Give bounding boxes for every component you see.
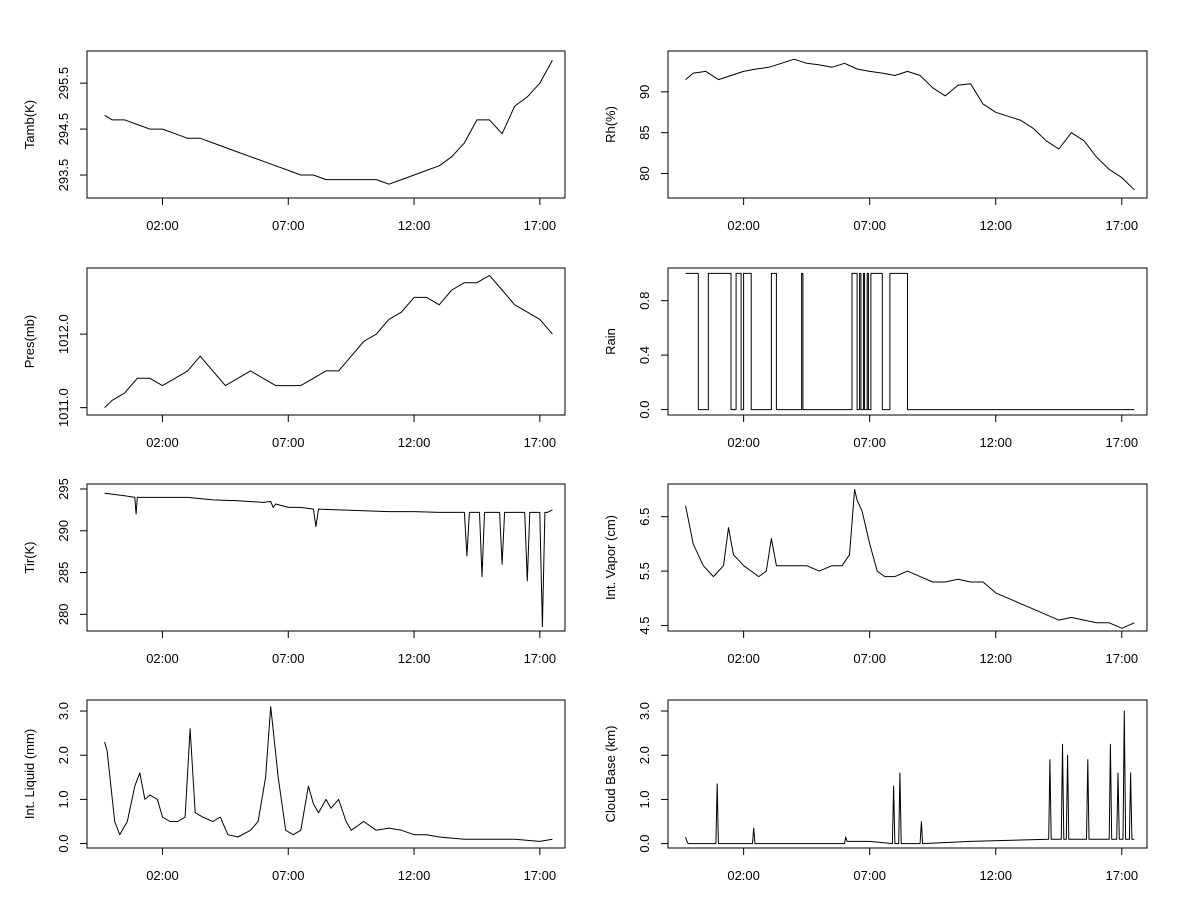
x-tick-label: 07:00 [853, 868, 886, 883]
y-tick-label: 2.0 [56, 746, 71, 764]
x-tick-label: 02:00 [146, 868, 179, 883]
x-tick-label: 12:00 [398, 435, 431, 450]
panels: 02:00 07:00 12:00 17:00 293.5 294.5 295.5 Tamb(… [22, 50, 1148, 883]
y-tick-label: 0.8 [637, 292, 652, 310]
panel-7: 02:00 07:00 12:00 17:00 0.0 1.0 2.0 3.0 Int. Liq… [22, 699, 566, 883]
x-tick-label: 02:00 [146, 435, 179, 450]
plot-frame [86, 699, 566, 849]
panel-3: 02:00 07:00 12:00 17:00 1011.0 1012.0 Pres(mb) [22, 267, 566, 450]
x-tick-label: 02:00 [727, 435, 760, 450]
x-tick-label: 17:00 [524, 435, 557, 450]
x-tick-label: 12:00 [979, 868, 1012, 883]
series-line [685, 272, 1135, 411]
y-tick-label: 290 [56, 520, 71, 542]
panel-8: 02:00 07:00 12:00 17:00 0.0 1.0 2.0 3.0 Cloud Ba… [603, 699, 1148, 883]
y-axis-title: Int. Vapor (cm) [603, 515, 618, 600]
y-tick-label: 1.0 [637, 790, 652, 808]
y-tick-label: 285 [56, 562, 71, 584]
y-tick-label: 2.0 [637, 746, 652, 764]
x-tick-label: 02:00 [146, 218, 179, 233]
panel-1: 02:00 07:00 12:00 17:00 293.5 294.5 295.5 Tamb(… [22, 50, 566, 233]
plot-frame [667, 267, 1148, 416]
x-tick-label: 12:00 [979, 651, 1012, 666]
x-tick-label: 07:00 [853, 651, 886, 666]
y-axis-title: Tamb(K) [22, 100, 37, 149]
y-tick-label: 280 [56, 603, 71, 625]
x-tick-label: 12:00 [398, 651, 431, 666]
y-tick-label: 1.0 [56, 790, 71, 808]
x-tick-label: 02:00 [146, 651, 179, 666]
series-line [685, 58, 1135, 191]
y-tick-label: 90 [637, 85, 652, 99]
y-tick-label: 0.4 [637, 346, 652, 364]
plot-frame [86, 483, 566, 632]
x-tick-label: 12:00 [979, 435, 1012, 450]
x-tick-label: 17:00 [524, 868, 557, 883]
x-tick-label: 02:00 [727, 868, 760, 883]
y-tick-label: 4.5 [637, 617, 652, 635]
x-tick-label: 17:00 [524, 218, 557, 233]
y-tick-label: 6.5 [637, 508, 652, 526]
y-axis-title: Cloud Base (km) [603, 726, 618, 823]
panel-6: 02:00 07:00 12:00 17:00 4.5 5.5 6.5 Int. Vapor … [603, 483, 1148, 666]
x-tick-label: 07:00 [272, 218, 305, 233]
panel-2: 02:00 07:00 12:00 17:00 80 85 90 Rh(%) [603, 50, 1148, 233]
y-axis-title: Pres(mb) [22, 315, 37, 368]
y-tick-label: 1012.0 [56, 314, 71, 354]
y-axis-title: Rain [603, 328, 618, 355]
x-tick-label: 12:00 [398, 218, 431, 233]
x-tick-label: 07:00 [272, 435, 305, 450]
x-tick-label: 07:00 [272, 868, 305, 883]
x-tick-label: 07:00 [853, 435, 886, 450]
plot-frame [667, 699, 1148, 849]
x-tick-label: 17:00 [524, 651, 557, 666]
y-tick-label: 0.0 [637, 835, 652, 853]
y-tick-label: 293.5 [56, 159, 71, 192]
x-tick-label: 17:00 [1106, 868, 1139, 883]
panel-5: 02:00 07:00 12:00 17:00 280 285 290 295 Tir(K) [22, 478, 566, 666]
x-tick-label: 12:00 [979, 218, 1012, 233]
series-line [104, 274, 553, 408]
series-line [685, 710, 1135, 845]
plot-frame [667, 50, 1148, 199]
series-line [104, 59, 553, 185]
plot-frame [86, 50, 566, 199]
y-tick-label: 85 [637, 125, 652, 139]
plot-frame [86, 267, 566, 416]
y-tick-label: 295 [56, 478, 71, 500]
series-line [685, 488, 1135, 629]
y-tick-label: 1011.0 [56, 388, 71, 427]
y-tick-label: 80 [637, 166, 652, 180]
y-tick-label: 3.0 [56, 702, 71, 720]
x-tick-label: 02:00 [727, 651, 760, 666]
panel-4: 02:00 07:00 12:00 17:00 0.0 0.4 0.8 Rain [603, 267, 1148, 450]
x-tick-label: 17:00 [1106, 218, 1139, 233]
series-line [104, 492, 553, 628]
y-tick-label: 294.5 [56, 113, 71, 146]
plot-frame [667, 483, 1148, 632]
y-axis-title: Int. Liquid (mm) [22, 729, 37, 819]
x-tick-label: 02:00 [727, 218, 760, 233]
y-tick-label: 295.5 [56, 67, 71, 100]
y-axis-title: Tir(K) [22, 541, 37, 573]
x-tick-label: 17:00 [1106, 651, 1139, 666]
y-tick-label: 5.5 [637, 562, 652, 580]
x-tick-label: 17:00 [1106, 435, 1139, 450]
x-tick-label: 12:00 [398, 868, 431, 883]
y-axis-title: Rh(%) [603, 106, 618, 143]
x-tick-label: 07:00 [272, 651, 305, 666]
x-tick-label: 07:00 [853, 218, 886, 233]
y-tick-label: 0.0 [56, 835, 71, 853]
y-tick-label: 3.0 [637, 702, 652, 720]
y-tick-label: 0.0 [637, 401, 652, 419]
series-line [104, 706, 553, 842]
